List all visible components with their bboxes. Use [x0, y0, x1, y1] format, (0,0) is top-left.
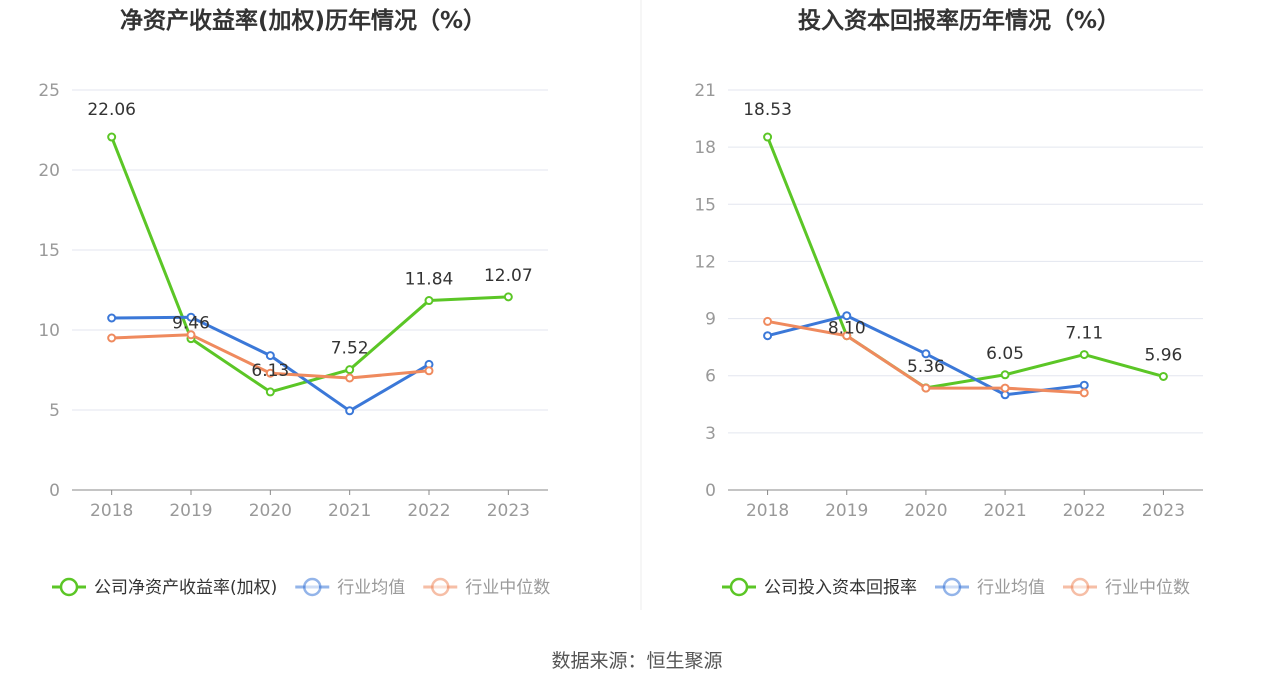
data-point-industry_median: [186, 330, 196, 340]
legend-swatch-marker: [1070, 577, 1090, 597]
y-tick-label: 18: [694, 138, 716, 158]
legend-label: 行业均值: [337, 578, 405, 598]
data-point-industry_avg: [345, 406, 355, 416]
chart-roic: 投入资本回报率历年情况（%） 0 3 6 9 12 15 18 21 2018 2019 2020 20…: [694, 7, 1203, 598]
legend-label: 行业均值: [977, 578, 1045, 598]
data-label: 6.05: [986, 344, 1024, 364]
data-point-industry_median: [842, 331, 852, 341]
data-label: 22.06: [87, 100, 136, 120]
data-label: 5.36: [907, 357, 945, 377]
data-point-industry_avg: [842, 311, 852, 321]
legend-item-industry_median: 行业中位数: [1063, 577, 1190, 598]
series-line-company: [110, 136, 509, 394]
legend-item-industry_avg: 行业均值: [935, 577, 1045, 598]
data-point-industry_median: [345, 373, 355, 383]
legend-label: 公司净资产收益率(加权): [94, 578, 277, 598]
legend-item-industry_avg: 行业均值: [295, 577, 405, 598]
x-tick-label: 2020: [904, 501, 947, 521]
data-point-industry_median: [265, 368, 275, 378]
y-tick-label: 25: [38, 81, 60, 101]
data-label: 7.52: [331, 339, 369, 359]
data-point-company: [265, 387, 275, 397]
chart-title: 投入资本回报率历年情况（%）: [798, 7, 1120, 34]
data-label: 11.84: [405, 270, 454, 290]
legend-swatch-marker: [303, 577, 322, 597]
chart-roe: 净资产收益率(加权)历年情况（%） 0 5 10 15 20 25 2018 2019 2020 2…: [38, 7, 550, 598]
y-tick-label: 15: [694, 195, 716, 215]
x-tick-label: 2023: [487, 501, 530, 521]
data-label: 9.46: [172, 314, 210, 334]
y-tick-label: 9: [705, 310, 716, 330]
legend-swatch-marker: [729, 577, 749, 597]
legend-swatch-marker: [59, 577, 79, 597]
data-label: 12.07: [484, 266, 533, 286]
x-tick-label: 2023: [1142, 501, 1185, 521]
y-tick-label: 12: [694, 252, 716, 272]
legend-swatch-marker: [942, 577, 962, 597]
x-tick-label: 2020: [249, 501, 292, 521]
legend-item-company: 公司净资产收益率(加权): [52, 577, 277, 598]
y-tick-label: 21: [694, 81, 716, 101]
data-point-industry_avg: [265, 351, 275, 361]
data-point-company: [1000, 370, 1010, 380]
data-point-company: [1079, 350, 1089, 360]
legend-label: 行业中位数: [1105, 578, 1190, 598]
data-point-industry_avg: [107, 313, 117, 323]
y-tick-label: 20: [38, 161, 60, 181]
y-tick-label: 0: [49, 481, 60, 501]
data-label: 5.96: [1144, 345, 1182, 365]
data-source-note: 数据来源：恒生聚源: [551, 650, 722, 672]
data-point-company: [107, 132, 117, 142]
data-point-industry_median: [107, 333, 117, 343]
x-tick-label: 2022: [1063, 501, 1106, 521]
data-label: 7.11: [1065, 324, 1103, 344]
legend-label: 公司投入资本回报率: [764, 578, 917, 598]
data-point-industry_avg: [1079, 380, 1089, 390]
chart-title: 净资产收益率(加权)历年情况（%）: [120, 7, 486, 34]
y-tick-label: 10: [38, 321, 60, 341]
x-tick-label: 2018: [746, 501, 789, 521]
legend-swatch-marker: [431, 577, 450, 597]
y-tick-label: 3: [705, 424, 716, 444]
data-point-company: [763, 132, 773, 142]
data-point-company: [345, 365, 355, 375]
x-tick-label: 2021: [328, 501, 371, 521]
data-point-industry_median: [1079, 388, 1089, 398]
x-tick-label: 2019: [825, 501, 868, 521]
data-point-industry_avg: [763, 331, 773, 341]
data-label: 8.10: [828, 319, 866, 339]
x-tick-label: 2019: [169, 501, 212, 521]
x-tick-label: 2022: [407, 501, 450, 521]
data-point-company: [503, 292, 513, 302]
data-label: 6.13: [251, 361, 289, 381]
data-label: 18.53: [743, 100, 792, 120]
y-tick-label: 6: [705, 367, 716, 387]
data-point-industry_avg: [921, 349, 931, 359]
y-tick-label: 0: [705, 481, 716, 501]
data-point-industry_median: [763, 316, 773, 326]
data-point-industry_avg: [186, 312, 196, 322]
data-point-industry_median: [1000, 383, 1010, 393]
y-tick-label: 15: [38, 241, 60, 261]
data-point-industry_median: [921, 383, 931, 393]
data-point-industry_median: [424, 366, 434, 376]
data-point-company: [424, 296, 434, 306]
legend-item-industry_median: 行业中位数: [423, 577, 550, 598]
legend-item-company: 公司投入资本回报率: [722, 577, 917, 598]
y-tick-label: 5: [49, 401, 60, 421]
x-tick-label: 2018: [90, 501, 133, 521]
data-point-company: [1158, 371, 1168, 381]
series-line-company: [766, 136, 1164, 390]
x-tick-label: 2021: [983, 501, 1026, 521]
legend-label: 行业中位数: [465, 578, 550, 598]
